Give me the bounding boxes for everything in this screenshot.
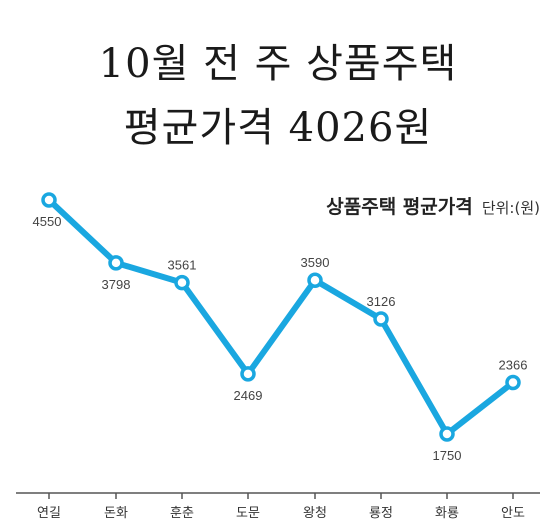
data-label: 3126 [367, 294, 396, 309]
data-label: 2366 [499, 358, 528, 373]
headline-line-1: 10월 전 주 상품주택 [98, 41, 458, 87]
data-label: 2469 [234, 388, 263, 403]
data-label: 3561 [168, 258, 197, 273]
data-point [240, 366, 256, 382]
x-tick-label: 도문 [236, 506, 260, 521]
data-point [307, 272, 323, 288]
chart-title-block: 상품주택 평균가격 단위:(원) [326, 192, 540, 219]
data-label: 1750 [433, 448, 462, 463]
unit-label: 단위:(원) [481, 199, 540, 217]
x-tick-label: 훈춘 [170, 506, 194, 521]
data-point [439, 426, 455, 442]
chart-title: 상품주택 평균가격 [326, 196, 473, 218]
x-tick-label: 왕청 [303, 506, 327, 521]
data-point [174, 274, 190, 291]
data-point [373, 311, 389, 327]
data-label: 3590 [301, 255, 330, 270]
x-tick-label: 안도 [501, 506, 525, 521]
data-label: 4550 [33, 214, 62, 229]
headline-line-2: 평균가격 4026원 [123, 105, 433, 151]
data-point [505, 374, 521, 391]
data-point [108, 255, 124, 271]
x-tick-label: 돈화 [104, 506, 128, 521]
x-tick-label: 연길 [37, 506, 61, 521]
series-line [46, 197, 516, 437]
x-tick-label: 룡정 [369, 506, 393, 521]
data-point [41, 192, 57, 208]
x-tick-label: 화룡 [435, 506, 459, 521]
data-label: 3798 [102, 277, 131, 292]
